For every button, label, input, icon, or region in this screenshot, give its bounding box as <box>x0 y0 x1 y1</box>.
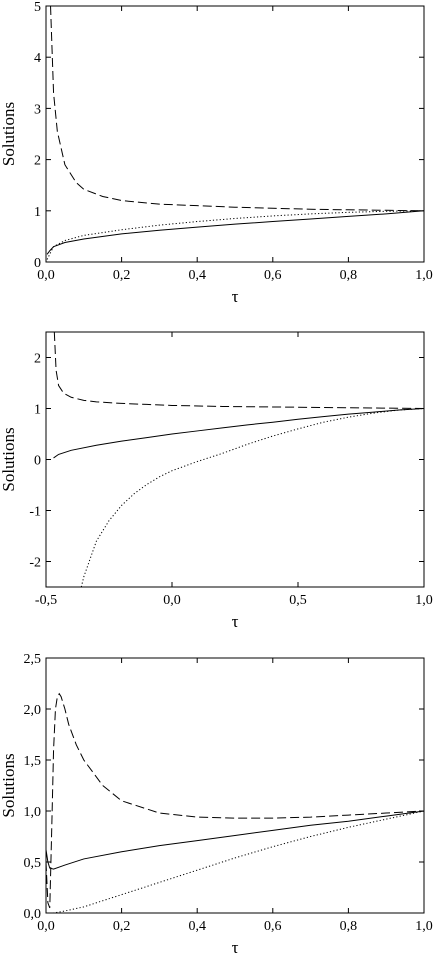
y-tick-label-panel-3: 0,0 <box>24 907 42 922</box>
x-tick-label-panel-2: 0,5 <box>289 593 307 608</box>
y-axis-title-panel-2: Solutions <box>0 427 18 491</box>
x-tick-label-panel-1: 0,2 <box>113 268 131 283</box>
y-tick-label-panel-2: -1 <box>29 505 41 520</box>
series-line-solid-panel-2 <box>53 408 424 459</box>
y-axis-title-panel-3: Solutions <box>0 753 18 817</box>
x-axis-title-panel-1: τ <box>232 287 239 306</box>
x-tick-label-panel-2: -0,5 <box>35 593 57 608</box>
plot-frame-panel-1 <box>45 5 425 263</box>
y-tick-label-panel-2: 2 <box>34 352 41 367</box>
x-tick-label-panel-1: 0,0 <box>37 268 55 283</box>
y-tick-label-panel-1: 1 <box>34 205 41 220</box>
x-tick-label-panel-3: 0,4 <box>188 919 206 934</box>
x-tick-label-panel-1: 1,0 <box>415 268 433 283</box>
x-tick-label-panel-3: 0,6 <box>264 919 282 934</box>
y-tick-label-panel-3: 2,5 <box>24 652 42 667</box>
series-line-dashed-panel-2 <box>53 332 424 409</box>
y-tick-label-panel-1: 5 <box>34 0 41 15</box>
y-tick-label-panel-1: 0 <box>34 256 41 271</box>
x-tick-label-panel-3: 0,2 <box>113 919 131 934</box>
series-line-dotted-panel-3 <box>46 810 424 913</box>
x-axis-title-panel-2: τ <box>232 612 239 631</box>
x-tick-label-panel-2: 1,0 <box>415 593 433 608</box>
y-tick-label-panel-3: 2,0 <box>24 703 42 718</box>
series-line-dashed-panel-3 <box>46 692 424 909</box>
y-tick-label-panel-3: 1,0 <box>24 805 42 820</box>
y-tick-label-panel-1: 4 <box>34 51 41 66</box>
series-line-dotted-panel-2 <box>80 408 424 587</box>
x-tick-label-panel-3: 0,8 <box>340 919 358 934</box>
y-tick-label-panel-2: -2 <box>29 556 41 571</box>
series-line-dotted-panel-1 <box>46 210 424 260</box>
y-tick-label-panel-1: 3 <box>34 102 41 117</box>
x-tick-label-panel-3: 1,0 <box>415 919 433 934</box>
y-tick-label-panel-3: 0,5 <box>24 856 42 871</box>
plot-frame-panel-2 <box>45 331 425 588</box>
y-axis-title-panel-1: Solutions <box>0 102 18 166</box>
x-tick-label-panel-2: 0,0 <box>163 593 181 608</box>
y-tick-label-panel-2: 0 <box>34 454 41 469</box>
series-line-solid-panel-1 <box>46 210 424 255</box>
x-tick-label-panel-1: 0,4 <box>188 268 206 283</box>
x-tick-label-panel-1: 0,8 <box>340 268 358 283</box>
plot-frame-panel-3 <box>45 657 425 914</box>
series-line-solid-panel-3 <box>46 810 424 870</box>
x-axis-title-panel-3: τ <box>232 938 239 957</box>
x-tick-label-panel-1: 0,6 <box>264 268 282 283</box>
x-tick-label-panel-3: 0,0 <box>37 919 55 934</box>
y-tick-label-panel-2: 1 <box>34 403 41 418</box>
y-tick-label-panel-1: 2 <box>34 154 41 169</box>
y-tick-label-panel-3: 1,5 <box>24 754 42 769</box>
series-line-dashed-panel-1 <box>50 6 424 212</box>
